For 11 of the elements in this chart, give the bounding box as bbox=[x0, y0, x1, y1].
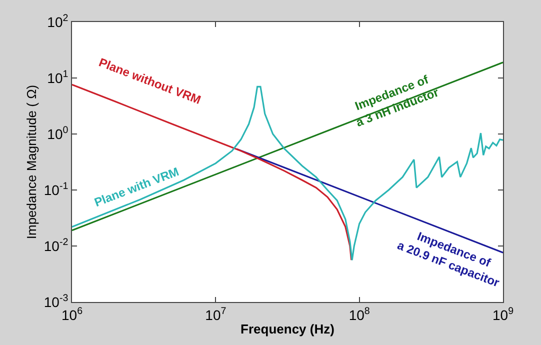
y-tick-label: 10$^{1}$ bbox=[47, 69, 68, 86]
x-tick-label: 10$^{8}$ bbox=[348, 306, 370, 323]
y-tick-label: 10$^{-2}$ bbox=[44, 237, 68, 254]
y-tick-label: 10$^{-1}$ bbox=[44, 181, 68, 198]
x-tick-label: 10$^{9}$ bbox=[492, 306, 514, 323]
y-tick-label: 10$^{0}$ bbox=[47, 125, 69, 142]
text: Plane with VRM bbox=[92, 164, 181, 210]
x-axis-title: Frequency (Hz) bbox=[240, 321, 334, 336]
x-tick-label: 10$^{7}$ bbox=[205, 306, 226, 323]
y-axis-title: Impedance Magnitude ( Ω) bbox=[24, 84, 39, 240]
y-tick-label: 10$^{2}$ bbox=[47, 13, 68, 30]
